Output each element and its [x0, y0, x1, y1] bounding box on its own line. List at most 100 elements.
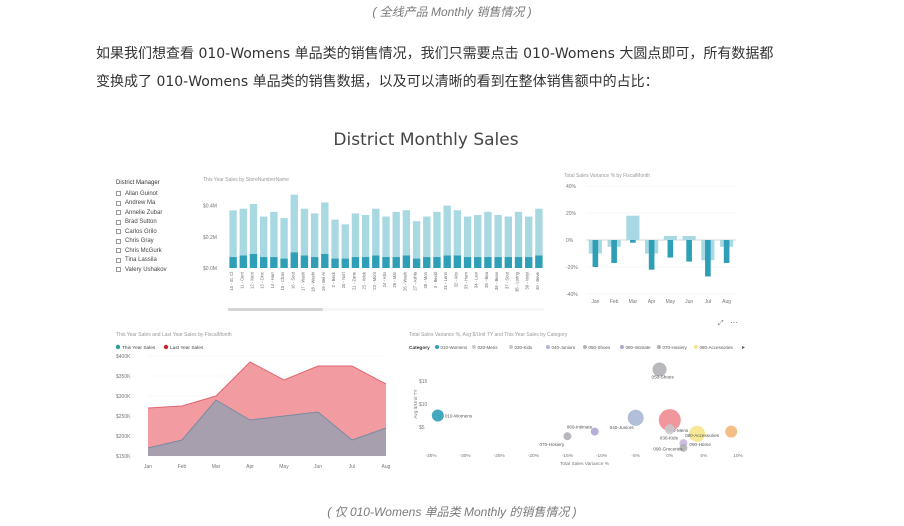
bar	[341, 224, 349, 268]
bar	[535, 208, 543, 268]
paragraph-line-1: 如果我们想查看 010-Womens 单品类的销售情况，我们只需要点击 010-…	[96, 46, 774, 62]
slicer-item[interactable]: Annelie Zubar	[116, 208, 196, 218]
bar-highlight	[270, 257, 278, 268]
bar	[494, 214, 502, 268]
x-tick-label: 16 - Sout	[290, 271, 295, 289]
point-label: 030-Kids	[660, 435, 679, 440]
bar-highlight	[372, 255, 380, 268]
checkbox-icon[interactable]	[116, 210, 121, 216]
x-tick-label: May	[279, 464, 289, 470]
legend-label: This Year Sales	[122, 345, 156, 351]
slicer-item-label: Brad Sutton	[125, 219, 157, 226]
checkbox-icon[interactable]	[116, 219, 121, 225]
bar-highlight	[484, 257, 492, 268]
bar-highlight	[648, 240, 655, 270]
bar-highlight	[310, 257, 319, 268]
legend-marker	[583, 345, 587, 349]
y-tick-label: $0.2M	[203, 235, 217, 241]
bar-highlight	[249, 253, 258, 268]
bar-highlight	[331, 258, 339, 268]
bar-highlight	[535, 255, 543, 268]
y-tick-label: $15	[419, 379, 428, 385]
slicer-title: District Manager	[116, 180, 160, 186]
checkbox-icon[interactable]	[116, 238, 121, 244]
slicer-item[interactable]: Chris McGurk	[116, 246, 196, 256]
checkbox-icon[interactable]	[116, 229, 121, 235]
checkbox-icon[interactable]	[116, 248, 121, 254]
y-tick-label: $200K	[116, 434, 131, 440]
bar-highlight	[341, 258, 349, 268]
checkbox-icon[interactable]	[116, 257, 121, 263]
x-tick-label: May	[666, 299, 676, 305]
x-tick-label: 19 - Bel Ai	[321, 272, 326, 291]
bar	[239, 208, 247, 268]
x-tick-label: -25%	[494, 453, 506, 459]
bar	[626, 215, 640, 240]
x-tick-label: 18 - Washi	[311, 272, 316, 292]
slicer-item[interactable]: Brad Sutton	[116, 218, 196, 228]
x-tick-label: Jan	[591, 299, 599, 305]
bar-highlight	[423, 257, 431, 268]
bar	[382, 216, 390, 268]
point-label: 090-Home	[689, 442, 711, 447]
bar	[504, 216, 512, 268]
bar-highlight	[392, 257, 400, 268]
x-tick-label: 27 - Ashla	[413, 271, 418, 290]
checkbox-icon[interactable]	[116, 267, 121, 273]
legend-marker	[435, 345, 439, 349]
legend-marker	[509, 345, 513, 349]
legend-label: Last Year Sales	[170, 345, 204, 351]
x-tick-label: Jun	[314, 464, 322, 470]
point-label: 010-Womens	[445, 414, 473, 419]
scatter-point	[627, 409, 644, 426]
bar-highlight	[321, 253, 329, 268]
y-tick-label: 20%	[566, 211, 577, 217]
bar	[300, 208, 309, 268]
y-tick-label: $400K	[116, 354, 131, 360]
x-tick-label: 37 - Sout	[504, 271, 509, 289]
dashboard-title: District Monthly Sales	[333, 130, 519, 150]
x-tick-label: Aug	[382, 464, 391, 470]
bar-highlight	[592, 240, 599, 267]
slicer-item[interactable]: Allan Guinot	[116, 189, 196, 199]
slicer-item[interactable]: Chris Gray	[116, 237, 196, 247]
y-tick-label: $350K	[116, 374, 131, 380]
point-label: 060-Intimate	[567, 425, 593, 430]
bar-highlight	[474, 257, 482, 268]
checkbox-icon[interactable]	[116, 200, 121, 206]
legend-marker	[163, 344, 169, 350]
slicer-item[interactable]: Tina Lassila	[116, 256, 196, 266]
bar-highlight	[514, 257, 523, 268]
x-tick-label: 32 - Alto	[453, 271, 458, 287]
charts-canvas: This Year Sales by StoreNumberName $0.4M $…	[115, 173, 745, 470]
x-tick-label: 31 - Lenn	[443, 271, 448, 289]
bar-highlight	[402, 255, 411, 268]
checkbox-icon[interactable]	[116, 191, 121, 197]
bar-highlight	[229, 257, 237, 268]
bar	[351, 213, 360, 268]
y-tick-label: $10	[419, 402, 428, 408]
y-tick-label: -40%	[566, 292, 578, 298]
chart-title: This Year Sales by StoreNumberName	[203, 177, 289, 183]
line-this-year	[147, 399, 387, 449]
x-tick-label: 13 - Cinc	[260, 272, 265, 289]
point-label: 080-Accessories	[685, 433, 720, 438]
x-tick-label: 24 - Alto	[382, 271, 387, 287]
slicer-item[interactable]: Andrew Ma	[116, 199, 196, 209]
x-tick-label: Jul	[349, 464, 355, 470]
slicer-item[interactable]: Valery Ushakov	[116, 265, 196, 275]
legend-label: 080-Accessories	[700, 345, 734, 350]
bar	[270, 211, 278, 268]
bar	[280, 218, 288, 268]
scatter-point	[563, 432, 572, 441]
y-tick-label: 40%	[566, 184, 577, 190]
x-tick-label: 35 - Bea	[484, 271, 489, 288]
slicer-item[interactable]: Carlos Grilo	[116, 227, 196, 237]
x-tick-label: 33 - Ham	[464, 272, 469, 290]
x-tick-label: 28 - Mon	[423, 271, 428, 288]
bar-highlight	[611, 240, 617, 263]
bar	[484, 211, 492, 268]
bar-highlight	[504, 257, 512, 268]
legend-label: 020-Mens	[478, 345, 499, 350]
chart-title: This Year Sales and Last Year Sales by F…	[116, 332, 232, 338]
